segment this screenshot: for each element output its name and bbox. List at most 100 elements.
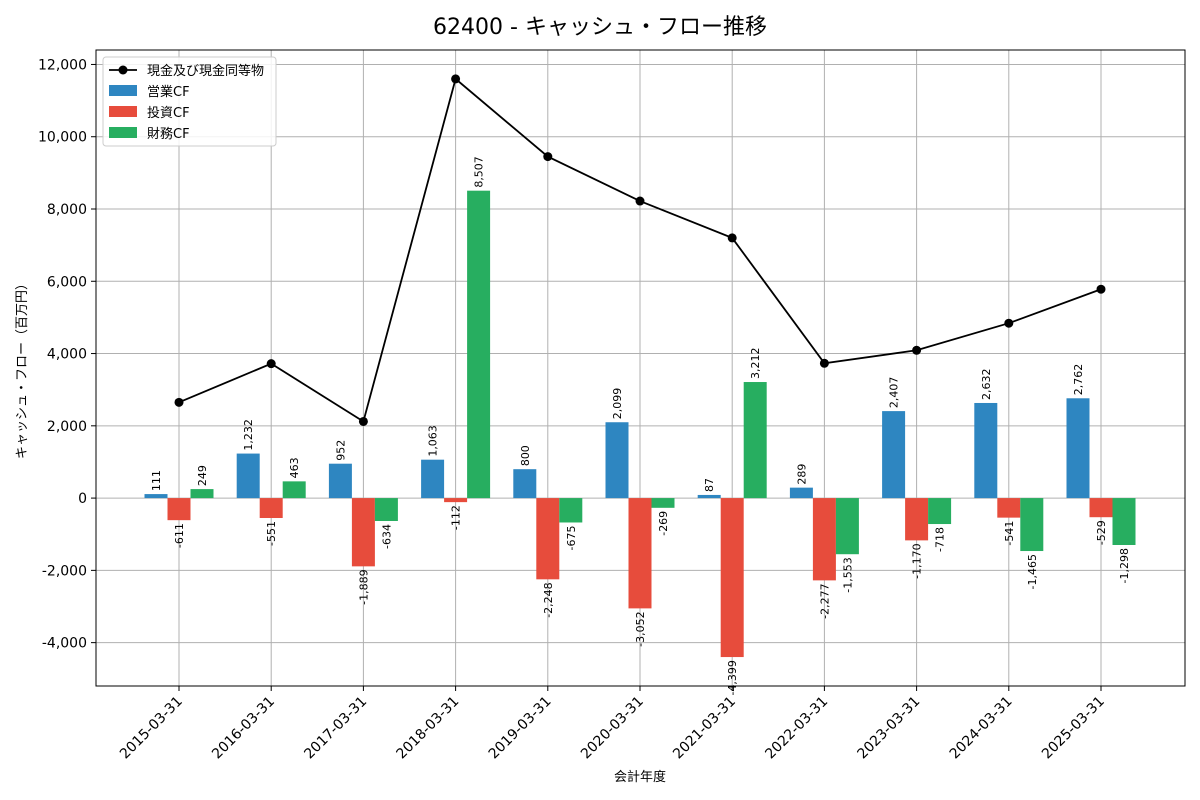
- legend-label: 現金及び現金同等物: [147, 63, 264, 79]
- x-tick-label: 2020-03-31: [578, 694, 647, 763]
- bar: [559, 498, 583, 523]
- bar: [697, 494, 721, 499]
- legend-swatch: [109, 85, 137, 96]
- y-tick-label: -2,000: [42, 563, 87, 579]
- x-tick-label: 2021-03-31: [670, 694, 739, 763]
- bar: [605, 422, 629, 499]
- bar: [812, 498, 836, 581]
- bar-labels: 111 1,232 952 1,063 800 2,099 87 289 2,407 2,632 2…: [150, 156, 1131, 695]
- bar: [743, 382, 767, 499]
- legend-label: 財務CF: [147, 127, 190, 142]
- bar-value-label: -3,052: [634, 611, 647, 646]
- bar: [928, 498, 952, 525]
- cash-point: [543, 152, 553, 162]
- bar: [467, 190, 491, 499]
- bar-value-label: -1,170: [911, 543, 924, 578]
- y-tick-label: 12,000: [38, 57, 87, 73]
- bar-value-label: 3,212: [749, 348, 762, 380]
- cash-point: [174, 397, 184, 407]
- bar-value-label: 289: [795, 464, 808, 485]
- cash-point: [912, 345, 922, 355]
- bar-value-label: -4,399: [726, 660, 739, 695]
- bar-value-label: 463: [288, 457, 301, 478]
- bar: [190, 489, 214, 499]
- bar-value-label: 800: [519, 445, 532, 466]
- x-tick-label: 2023-03-31: [855, 694, 924, 763]
- bar: [259, 498, 283, 519]
- y-axis-ticks: -4,000 -2,000 0 2,000 4,000 6,000 8,000 10,000 1…: [38, 57, 96, 652]
- gridlines: [96, 50, 1185, 686]
- cash-point: [358, 416, 368, 426]
- chart-title: 62400 - キャッシュ・フロー推移: [433, 15, 767, 40]
- x-tick-label: 2018-03-31: [394, 694, 463, 763]
- bar: [282, 481, 306, 499]
- legend-label: 投資CF: [147, 105, 190, 121]
- x-tick-label: 2022-03-31: [762, 694, 831, 763]
- bar: [1089, 498, 1113, 518]
- bar-value-label: 249: [196, 465, 209, 486]
- bar-value-label: -269: [657, 511, 670, 536]
- bar: [1112, 498, 1136, 545]
- cash-point: [819, 358, 829, 368]
- cash-line: [174, 74, 1106, 426]
- bar-value-label: 2,762: [1072, 364, 1085, 396]
- bar: [974, 402, 998, 499]
- bar: [236, 453, 260, 499]
- bar: [374, 498, 398, 522]
- y-tick-label: 8,000: [47, 202, 87, 218]
- cash-point: [1096, 284, 1106, 294]
- bar-value-label: -1,298: [1118, 548, 1131, 583]
- y-tick-label: 6,000: [47, 274, 87, 290]
- bar: [351, 498, 375, 567]
- bar-value-label: -1,553: [841, 557, 854, 592]
- legend-label: 営業CF: [147, 84, 190, 100]
- bar-value-label: 2,099: [611, 388, 624, 420]
- bar-value-label: 1,232: [242, 419, 255, 451]
- bars: [144, 190, 1136, 658]
- x-tick-label: 2024-03-31: [947, 694, 1016, 763]
- bar-value-label: -529: [1095, 520, 1108, 545]
- cash-point: [266, 359, 276, 369]
- bar: [905, 498, 929, 541]
- bar-value-label: 111: [150, 470, 163, 491]
- y-tick-label: 10,000: [38, 130, 87, 146]
- bar: [513, 469, 537, 499]
- legend-swatch: [109, 106, 137, 117]
- y-axis-label: キャッシュ・フロー（百万円）: [15, 277, 30, 459]
- bar-value-label: -611: [173, 523, 186, 548]
- bar: [328, 463, 352, 499]
- cash-point: [451, 74, 461, 84]
- bar: [789, 487, 813, 499]
- bar-value-label: 87: [703, 478, 716, 492]
- y-tick-label: 0: [78, 491, 87, 507]
- x-axis-ticks: 2015-03-31 2016-03-31 2017-03-31 2018-03-31…: [117, 686, 1108, 762]
- bar: [835, 498, 859, 555]
- bar-value-label: -541: [1003, 521, 1016, 546]
- x-axis-label: 会計年度: [614, 769, 666, 785]
- x-tick-label: 2015-03-31: [117, 694, 186, 763]
- bar-value-label: -551: [265, 521, 278, 546]
- bar-value-label: 2,407: [888, 377, 901, 409]
- bar-value-label: 8,507: [473, 156, 486, 187]
- cash-point: [1004, 318, 1014, 328]
- y-tick-label: 4,000: [47, 347, 87, 363]
- y-tick-label: 2,000: [47, 419, 87, 435]
- bar: [444, 498, 468, 503]
- bar-value-label: -2,248: [542, 582, 555, 617]
- cash-point: [727, 233, 737, 243]
- bar-value-label: -2,277: [818, 583, 831, 618]
- bar-value-label: -112: [450, 505, 463, 530]
- x-tick-label: 2016-03-31: [209, 694, 278, 763]
- x-tick-label: 2025-03-31: [1039, 694, 1108, 763]
- bar-value-label: -1,465: [1026, 554, 1039, 589]
- bar-value-label: 1,063: [427, 425, 440, 457]
- bar: [167, 498, 191, 521]
- legend-marker: [118, 65, 128, 75]
- bar-value-label: 2,632: [980, 368, 993, 400]
- bar: [144, 494, 168, 499]
- bar-value-label: -1,889: [357, 569, 370, 604]
- bar: [651, 498, 675, 508]
- x-tick-label: 2017-03-31: [301, 694, 370, 763]
